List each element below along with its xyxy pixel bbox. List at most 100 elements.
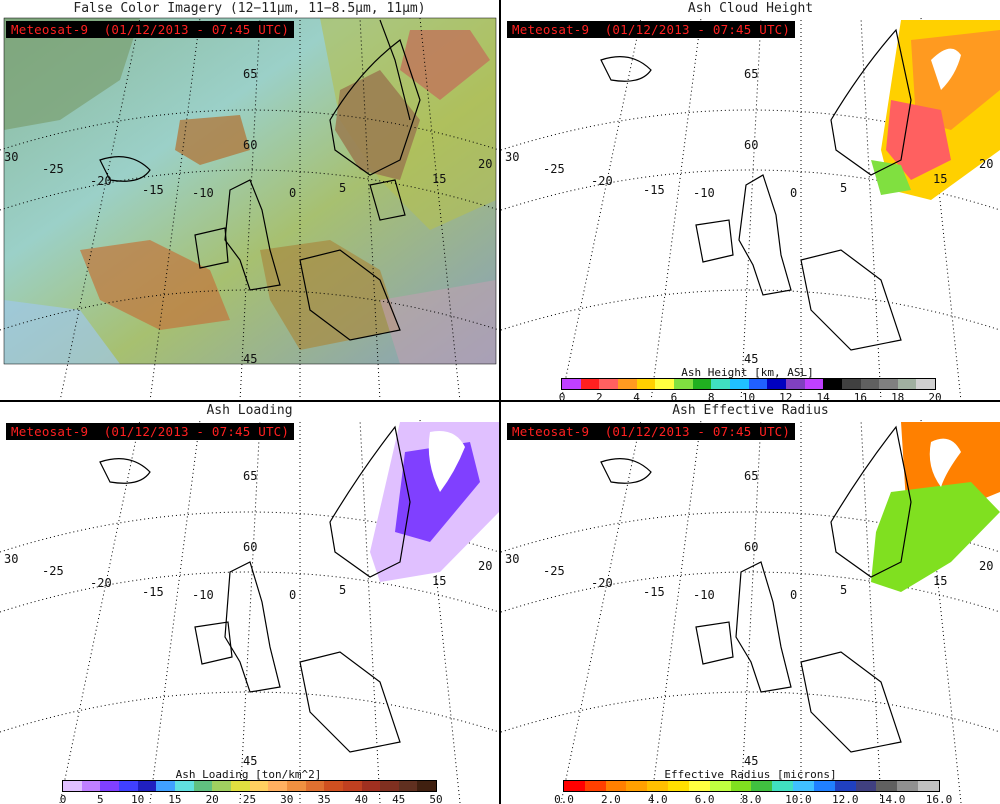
ash-radius-map bbox=[501, 419, 1000, 803]
lon-label: 15 bbox=[933, 172, 948, 186]
lon-label: 0 bbox=[790, 588, 798, 602]
colorbar-swatch bbox=[730, 781, 752, 791]
colorbar-tick-label: 4.0 bbox=[647, 793, 668, 803]
colorbar-swatch bbox=[268, 781, 287, 791]
lon-label: -15 bbox=[643, 585, 665, 599]
lon-label: -10 bbox=[693, 588, 715, 602]
colorbar-swatch bbox=[81, 781, 101, 791]
colorbar-tick-label: 8 bbox=[707, 391, 715, 401]
colorbar-swatch bbox=[841, 379, 861, 389]
colorbar-tick-label: 12.0 bbox=[832, 793, 859, 803]
colorbar-swatch bbox=[834, 781, 856, 791]
colorbar-swatch bbox=[212, 781, 231, 791]
colorbar-swatch bbox=[655, 379, 674, 389]
lat-label: 45 bbox=[744, 754, 759, 768]
colorbar-swatch bbox=[918, 781, 939, 791]
lon-label: 5 bbox=[840, 583, 848, 597]
colorbar-tick-label: 12 bbox=[779, 391, 793, 401]
lon-label: -25 bbox=[42, 564, 64, 578]
lon-label: 20 bbox=[979, 157, 994, 171]
panel-divider-vertical bbox=[499, 0, 501, 804]
colorbar-tick-label: 0.0 bbox=[554, 793, 574, 803]
colorbar-swatch bbox=[688, 781, 710, 791]
colorbar-swatch bbox=[562, 379, 581, 389]
lon-label: 30 bbox=[505, 552, 520, 566]
colorbar-swatch bbox=[647, 781, 669, 791]
lon-label: 30 bbox=[4, 150, 19, 164]
colorbar-tick-label: 6.0 bbox=[694, 793, 715, 803]
lon-label: 0 bbox=[790, 186, 798, 200]
colorbar-swatch bbox=[564, 781, 585, 791]
colorbar-swatch bbox=[249, 781, 269, 791]
colorbar-swatch bbox=[709, 781, 731, 791]
colorbar-tick-label: 50 bbox=[429, 793, 443, 803]
satellite-time-tag: Meteosat-9 (01/12/2013 - 07:45 UTC) bbox=[6, 423, 295, 440]
colorbar-loading bbox=[62, 780, 437, 792]
lon-label: -20 bbox=[90, 576, 112, 590]
lon-label: -25 bbox=[543, 162, 565, 176]
colorbar-swatch bbox=[767, 379, 786, 389]
lat-label: 65 bbox=[243, 469, 258, 483]
panel-ash-loading: Ash Loading Meteosat-9 (01/12/2013 - 07:… bbox=[0, 402, 499, 803]
colorbar-swatch bbox=[398, 781, 418, 791]
colorbar-swatch bbox=[823, 379, 842, 389]
colorbar-tick-label: 45 bbox=[392, 793, 406, 803]
panel-ash-radius: Ash Effective Radius Meteosat-9 (01/12/2… bbox=[501, 402, 1000, 803]
lon-label: 20 bbox=[478, 157, 493, 171]
panel-title: Ash Loading bbox=[206, 403, 293, 418]
colorbar-tick-label: 10.0 bbox=[785, 793, 812, 803]
colorbar-swatch bbox=[361, 781, 381, 791]
colorbar-swatch bbox=[380, 781, 399, 791]
colorbar-swatch bbox=[729, 379, 749, 389]
colorbar-swatch bbox=[673, 379, 693, 389]
lon-label: -10 bbox=[192, 186, 214, 200]
panel-divider-horizontal bbox=[0, 400, 1000, 402]
lat-label: 60 bbox=[744, 138, 759, 152]
colorbar-swatch bbox=[748, 379, 768, 389]
lat-label: 60 bbox=[744, 540, 759, 554]
lat-label: 65 bbox=[744, 67, 759, 81]
colorbar-swatch bbox=[793, 781, 814, 791]
colorbar-swatch bbox=[580, 379, 600, 389]
colorbar-title: Ash Height [km, ASL] bbox=[681, 366, 814, 379]
lon-label: -25 bbox=[543, 564, 565, 578]
colorbar-swatch bbox=[118, 781, 138, 791]
lat-label: 65 bbox=[744, 469, 759, 483]
colorbar-radius bbox=[563, 780, 940, 792]
lon-label: 5 bbox=[339, 583, 347, 597]
colorbar-tick-label: 14 bbox=[816, 391, 830, 401]
colorbar-tick-label: 5 bbox=[96, 793, 104, 803]
colorbar-swatch bbox=[599, 379, 618, 389]
lon-label: 0 bbox=[289, 186, 297, 200]
lat-label: 45 bbox=[744, 352, 759, 366]
satellite-time-tag: Meteosat-9 (01/12/2013 - 07:45 UTC) bbox=[507, 423, 796, 440]
colorbar-tick-label: 8.0 bbox=[741, 793, 762, 803]
lat-label: 45 bbox=[243, 352, 258, 366]
colorbar-swatch bbox=[751, 781, 773, 791]
colorbar-tick-label: 30 bbox=[280, 793, 294, 803]
colorbar-title: Effective Radius [microns] bbox=[664, 768, 837, 781]
colorbar-swatch bbox=[156, 781, 175, 791]
colorbar-swatch bbox=[876, 781, 898, 791]
colorbar-swatch bbox=[63, 781, 82, 791]
colorbar-tick-label: 2 bbox=[595, 391, 603, 401]
lon-label: -20 bbox=[90, 174, 112, 188]
colorbar-swatch bbox=[855, 781, 877, 791]
colorbar-swatch bbox=[305, 781, 325, 791]
colorbar-tick-label: 16 bbox=[853, 391, 868, 401]
colorbar-tick-label: 10 bbox=[130, 793, 145, 803]
colorbar-tick-label: 10 bbox=[741, 391, 756, 401]
colorbar-tick-label: 4 bbox=[633, 391, 640, 401]
lon-label: 30 bbox=[505, 150, 520, 164]
colorbar-swatch bbox=[804, 379, 824, 389]
lon-label: -25 bbox=[42, 162, 64, 176]
colorbar-tick-label: 15 bbox=[168, 793, 182, 803]
colorbar-tick-label: 0 bbox=[59, 793, 67, 803]
colorbar-swatch bbox=[324, 781, 343, 791]
colorbar-swatch bbox=[417, 781, 437, 791]
lon-label: -15 bbox=[643, 183, 665, 197]
panel-ash-height: Ash Cloud Height Meteosat-9 (01/12/2013 … bbox=[501, 0, 1000, 401]
colorbar-swatch bbox=[174, 781, 194, 791]
colorbar-swatch bbox=[897, 781, 919, 791]
lon-label: 0 bbox=[289, 588, 297, 602]
